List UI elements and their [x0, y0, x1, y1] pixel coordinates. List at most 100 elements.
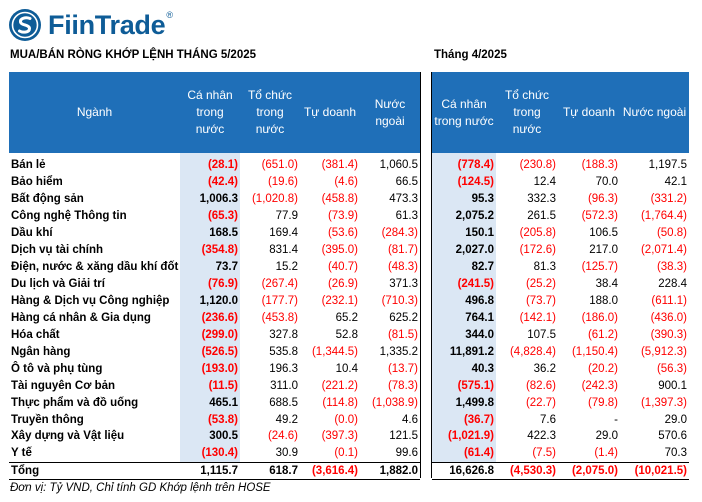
sector-name: Xây dựng và Vật liệu — [11, 430, 125, 443]
institution-cell: (22.7) — [525, 396, 556, 409]
table-row: (124.5) 12.4 70.0 42.1 — [432, 173, 689, 191]
institution-cell: (7.5) — [532, 447, 556, 460]
table-row: 1,499.8 (22.7) (79.8) (1,397.3) — [432, 394, 689, 412]
proprietary-cell: 65.2 — [335, 311, 358, 324]
sector-name: Tổng — [9, 461, 180, 480]
proprietary-cell: (125.7) — [581, 261, 618, 274]
table-row: Dịch vụ tài chính (354.8) 831.4 (395.0) (81.… — [9, 241, 420, 259]
institution-cell: (177.7) — [261, 294, 298, 307]
foreign-cell: 228.4 — [658, 278, 687, 291]
institution-cell: 261.5 — [527, 210, 556, 223]
institution-cell: 618.7 — [240, 461, 300, 480]
header-individual: Cá nhân trong nước — [180, 72, 240, 153]
foreign-cell: (10,021.5) — [620, 461, 689, 480]
proprietary-cell: 188.0 — [589, 294, 618, 307]
table-row: Thực phẩm và đồ uống 465.1 688.5 (114.8) (1,… — [9, 394, 420, 412]
institution-cell: (142.1) — [519, 311, 556, 324]
proprietary-cell: 70.0 — [595, 176, 618, 189]
foreign-cell: 900.1 — [658, 379, 687, 392]
foreign-cell: (331.2) — [650, 193, 687, 206]
table-row: (61.4) (7.5) (1.4) 70.3 — [432, 444, 689, 463]
foreign-cell: 70.3 — [664, 447, 687, 460]
header-foreign: Nước ngoài — [620, 72, 689, 153]
individual-cell: 16,626.8 — [432, 461, 496, 480]
individual-cell: 11,891.2 — [432, 343, 496, 361]
proprietary-cell: (188.3) — [581, 159, 618, 172]
institution-cell: 7.6 — [540, 413, 556, 426]
table-row: 2,027.0 (172.6) 217.0 (2,071.4) — [432, 241, 689, 259]
foreign-cell: 625.2 — [389, 311, 418, 324]
proprietary-cell: (3,616.4) — [300, 461, 360, 480]
foreign-cell: 1,335.2 — [379, 345, 418, 358]
foreign-cell: (284.3) — [381, 227, 418, 240]
individual-cell: (193.0) — [180, 360, 240, 378]
header-institution: Tổ chức trong nước — [496, 72, 558, 153]
individual-cell: (299.0) — [180, 326, 240, 344]
foreign-cell: 4.6 — [402, 413, 418, 426]
proprietary-cell: 217.0 — [589, 244, 618, 257]
proprietary-cell: 29.0 — [595, 430, 618, 443]
proprietary-cell: (1,150.4) — [571, 345, 618, 358]
proprietary-cell: 106.5 — [589, 227, 618, 240]
sector-name: Tài nguyên Cơ bản — [11, 379, 116, 392]
table-row: 95.3 332.3 (96.3) (331.2) — [432, 190, 689, 208]
institution-cell: 12.4 — [533, 176, 556, 189]
individual-cell: 82.7 — [432, 258, 496, 276]
proprietary-cell: (96.3) — [587, 193, 618, 206]
header-foreign: Nước ngoài — [360, 72, 420, 153]
institution-cell: 49.2 — [275, 413, 298, 426]
individual-cell: 73.7 — [180, 258, 240, 276]
table-row: Truyền thông (53.8) 49.2 (0.0) 4.6 — [9, 411, 420, 428]
proprietary-cell: (114.8) — [322, 396, 358, 409]
institution-cell: 107.5 — [527, 328, 556, 341]
sector-name: Truyền thông — [11, 413, 84, 426]
may-section-title: MUA/BÁN RÒNG KHỚP LỆNH THÁNG 5/2025 — [10, 49, 257, 61]
institution-cell: 327.8 — [269, 328, 298, 341]
foreign-cell: (1,764.4) — [640, 210, 687, 223]
proprietary-cell: (458.8) — [321, 193, 358, 206]
institution-cell: 311.0 — [270, 379, 298, 392]
individual-cell: 95.3 — [432, 190, 496, 208]
individual-cell: 150.1 — [432, 224, 496, 242]
individual-cell: (354.8) — [180, 241, 240, 259]
foreign-cell: (48.3) — [387, 261, 418, 274]
individual-cell: (42.4) — [180, 173, 240, 191]
individual-cell: (28.1) — [180, 153, 240, 174]
foreign-cell: 61.3 — [395, 210, 418, 223]
table-row: Du lịch và Giải trí (76.9) (267.4) (26.9) 37… — [9, 275, 420, 293]
sector-name: Bất động sản — [11, 193, 84, 206]
institution-cell: (1,020.8) — [251, 193, 298, 206]
individual-cell: 1,115.7 — [180, 461, 240, 480]
unit-footnote: Đơn vị: Tỷ VND, Chỉ tính GD Khớp lệnh tr… — [10, 482, 271, 494]
brand-name: FiinTrade — [48, 9, 166, 40]
foreign-cell: (710.3) — [381, 294, 418, 307]
institution-cell: 81.3 — [533, 261, 556, 274]
total-row: Tổng 1,115.7 618.7 (3,616.4) 1,882.0 — [9, 461, 420, 480]
individual-cell: (130.4) — [180, 444, 240, 463]
table-row: Bảo hiểm (42.4) (19.6) (4.6) 66.5 — [9, 173, 420, 191]
table-row: Y tế (130.4) 30.9 (0.1) 99.6 — [9, 444, 420, 463]
individual-cell: 2,075.2 — [432, 207, 496, 225]
institution-cell: (267.4) — [261, 278, 298, 291]
table-row: Ngân hàng (526.5) 535.8 (1,344.5) 1,335.2 — [9, 343, 420, 361]
proprietary-cell: (397.3) — [321, 430, 358, 443]
table-row: Ô tô và phụ tùng (193.0) 196.3 10.4 (13.7) — [9, 360, 420, 378]
sector-name: Bảo hiểm — [11, 176, 63, 189]
header-proprietary: Tự doanh — [558, 72, 620, 153]
institution-cell: (19.6) — [267, 176, 298, 189]
table-row: 344.0 107.5 (61.2) (390.3) — [432, 326, 689, 344]
individual-cell: (65.3) — [180, 207, 240, 225]
table-row: Tài nguyên Cơ bản (11.5) 311.0 (221.2) (78.3… — [9, 377, 420, 395]
sector-name: Hàng cá nhân & Gia dụng — [11, 311, 151, 324]
table-row: 11,891.2 (4,828.4) (1,150.4) (5,912.3) — [432, 343, 689, 361]
sector-name: Dịch vụ tài chính — [11, 244, 104, 257]
may-header-row: Ngành Cá nhân trong nước Tổ chức trong n… — [9, 72, 420, 153]
foreign-cell: (2,071.4) — [640, 244, 687, 257]
institution-cell: 535.8 — [269, 345, 298, 358]
table-row: 82.7 81.3 (125.7) (38.3) — [432, 258, 689, 276]
table-row: Dầu khí 168.5 169.4 (53.6) (284.3) — [9, 224, 420, 242]
proprietary-cell: - — [614, 413, 618, 426]
proprietary-cell: (395.0) — [321, 244, 358, 257]
table-row: Công nghệ Thông tin (65.3) 77.9 (73.9) 61.3 — [9, 207, 420, 225]
individual-cell: 1,006.3 — [180, 190, 240, 208]
